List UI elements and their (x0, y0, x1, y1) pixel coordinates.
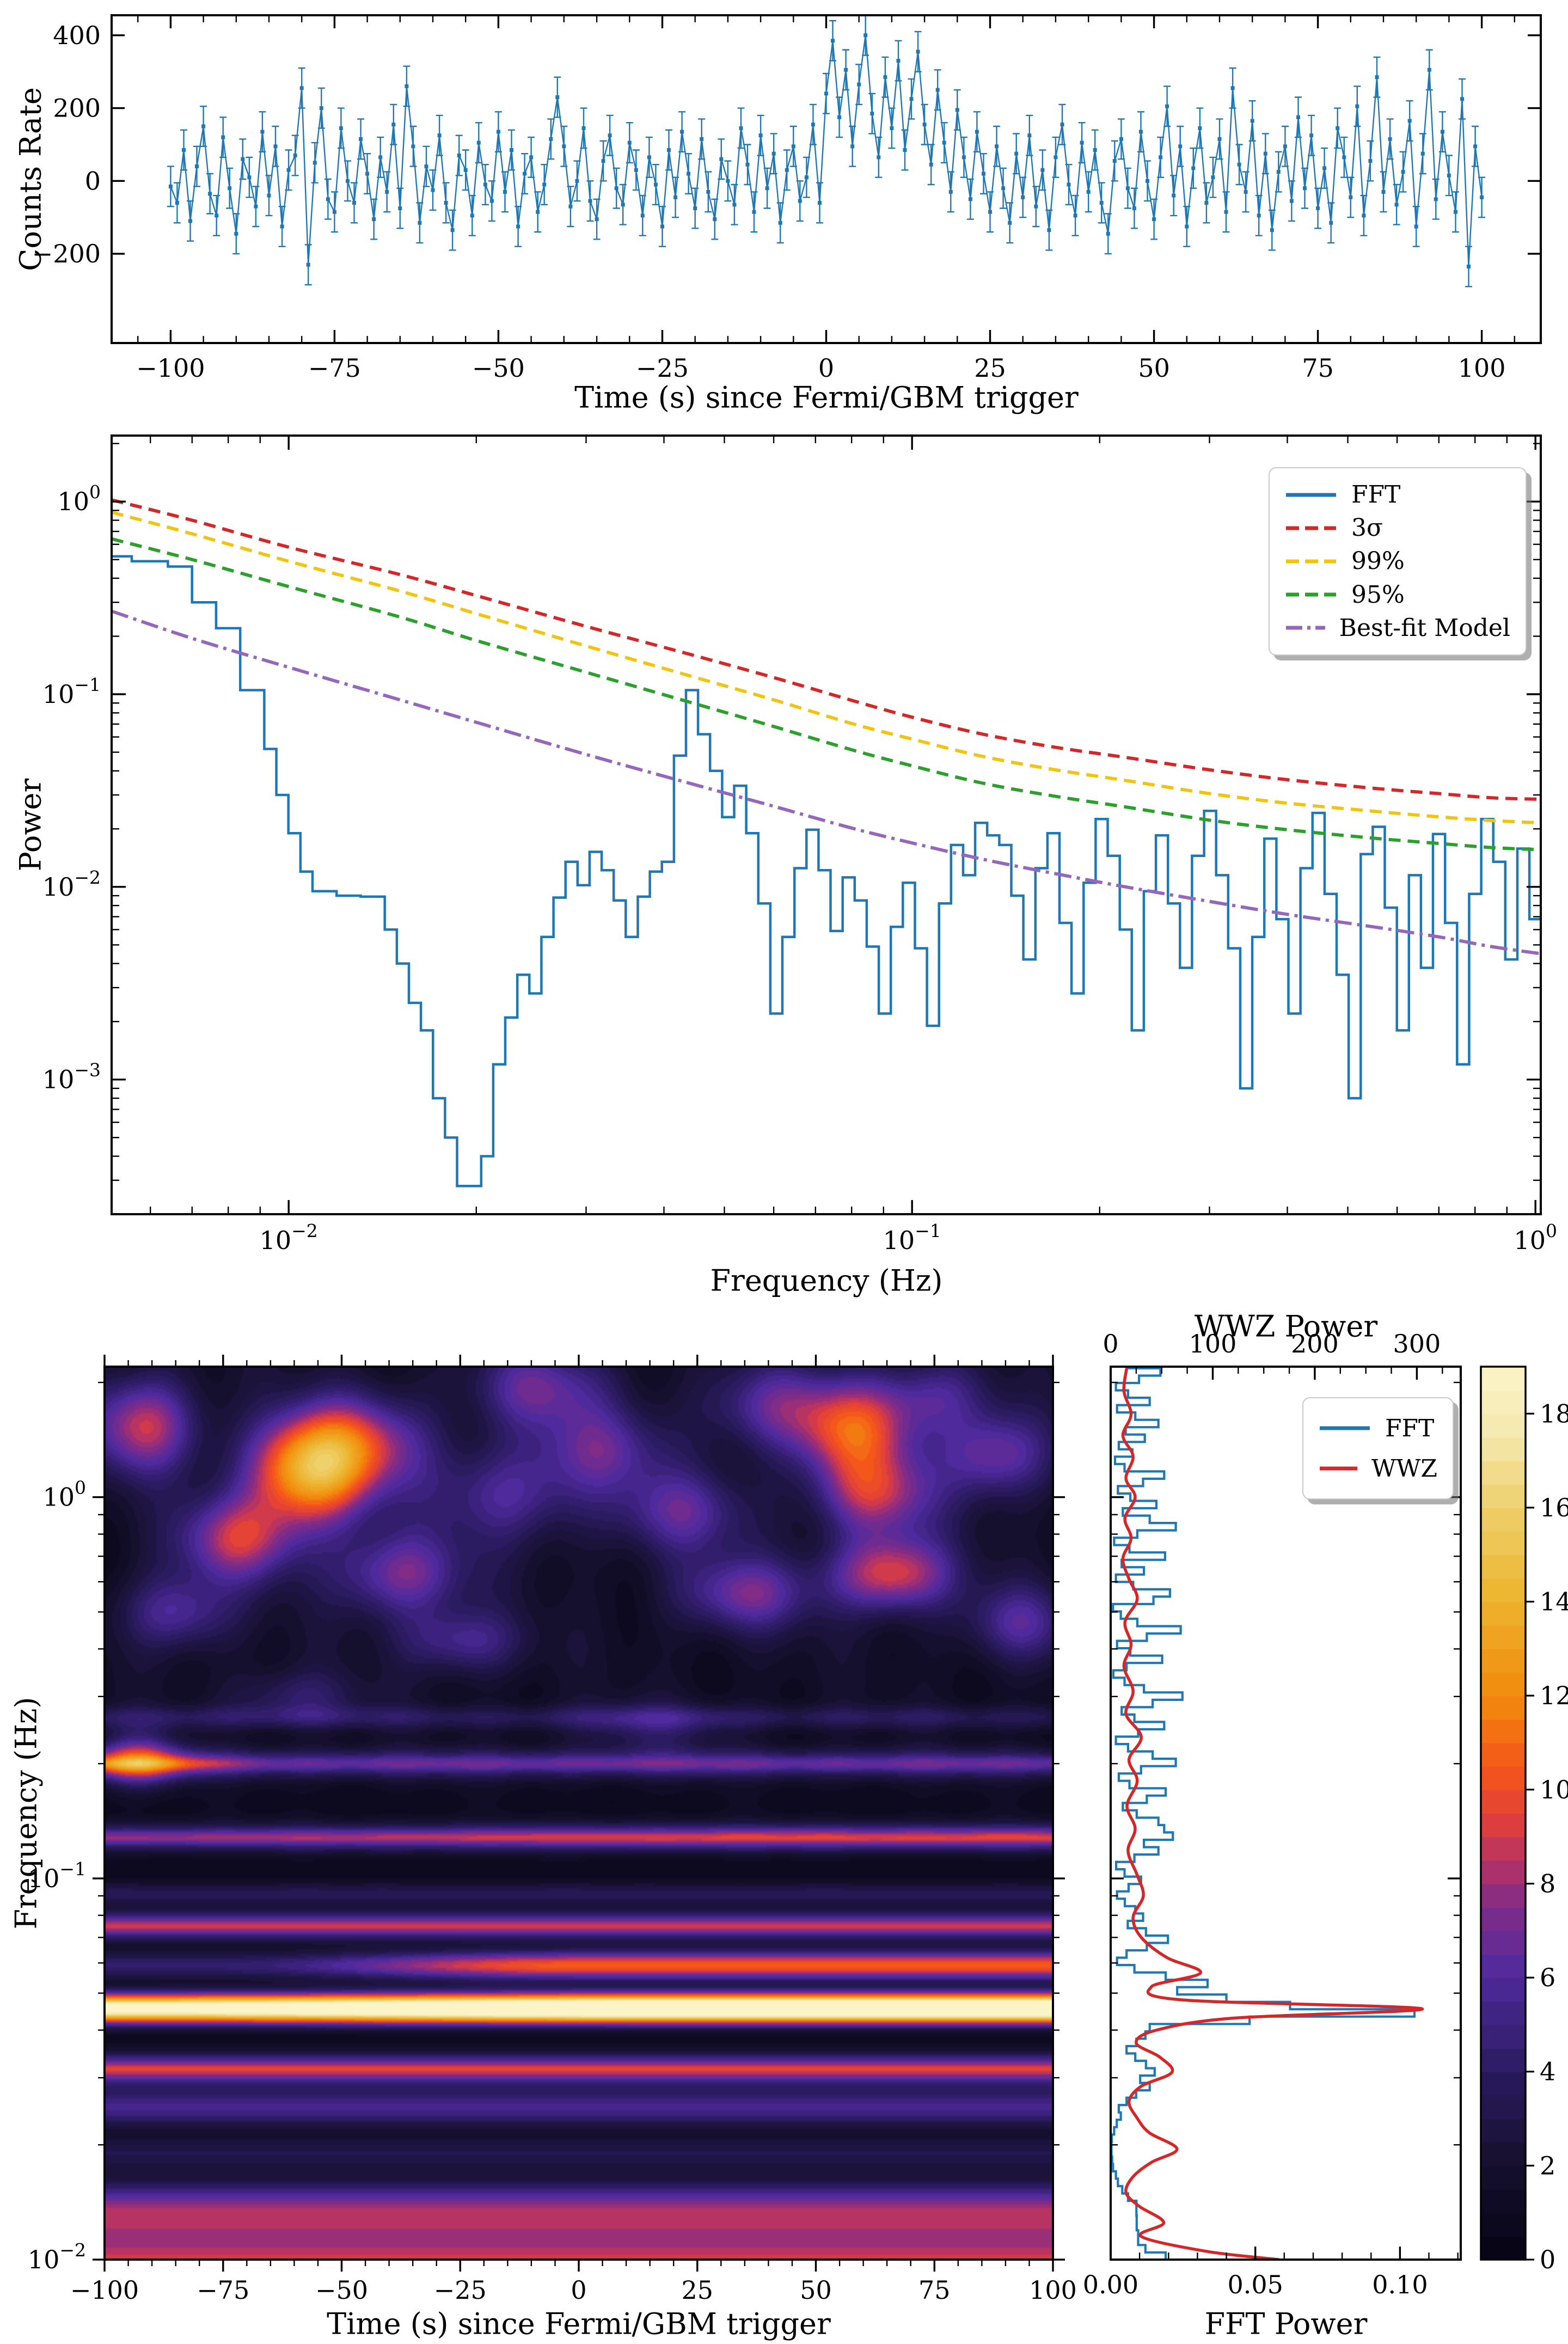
svg-text:−75: −75 (197, 2275, 249, 2305)
legend-entry-95: 95% (1285, 581, 1510, 609)
profiles-curves (1111, 1367, 1424, 2260)
svg-text:10−3: 10−3 (42, 1060, 101, 1094)
power-ylabel: Power (13, 778, 48, 872)
power-spectrum-curves (112, 498, 1541, 1188)
profiles-legend: FFT WWZ (1302, 1397, 1454, 1500)
legend-label-fft: FFT (1351, 481, 1401, 509)
svg-text:−100: −100 (136, 353, 205, 383)
svg-text:75: 75 (918, 2275, 951, 2305)
legend-line-sample-fft (1286, 493, 1336, 497)
legend-entry-model: Best-fit Model (1285, 614, 1510, 642)
svg-text:16: 16 (1540, 1493, 1568, 1522)
svg-text:10−1: 10−1 (42, 674, 101, 709)
svg-text:100: 100 (1029, 2275, 1077, 2305)
legend-label-model: Best-fit Model (1339, 614, 1510, 642)
svg-text:−200: −200 (32, 239, 101, 268)
svg-text:400: 400 (53, 21, 101, 50)
svg-text:0.00: 0.00 (1083, 2270, 1138, 2299)
legend-label-99: 99% (1351, 547, 1405, 576)
lightcurve-ylabel: Counts Rate (13, 87, 48, 271)
svg-text:200: 200 (1291, 1329, 1339, 1358)
wwz-power-label: WWZ Power (1194, 1309, 1378, 1344)
wwz-profile-curve (1121, 1367, 1424, 2260)
svg-text:−50: −50 (472, 353, 525, 383)
legend-label-3sigma: 3σ (1351, 514, 1383, 542)
svg-text:10−2: 10−2 (42, 867, 101, 902)
spectrogram-ylabel: Frequency (Hz) (9, 1697, 44, 1930)
svg-text:0: 0 (571, 2275, 586, 2305)
svg-text:100: 100 (42, 1477, 86, 1512)
lightcurve-data (167, 15, 1486, 287)
svg-text:100: 100 (57, 481, 101, 516)
svg-text:10−2: 10−2 (260, 1220, 318, 1255)
svg-text:0.10: 0.10 (1372, 2270, 1428, 2299)
svg-text:200: 200 (53, 94, 101, 123)
svg-text:0: 0 (85, 166, 101, 195)
svg-text:300: 300 (1393, 1329, 1441, 1358)
svg-text:50: 50 (1138, 353, 1170, 383)
legend-line-sample-3sigma (1286, 526, 1336, 530)
svg-text:0: 0 (1540, 2245, 1555, 2274)
svg-text:−50: −50 (315, 2275, 368, 2305)
svg-text:100: 100 (1189, 1329, 1237, 1358)
svg-text:−25: −25 (636, 353, 689, 383)
spectrogram-xlabel: Time (s) since Fermi/GBM trigger (327, 2306, 831, 2341)
svg-text:−25: −25 (434, 2275, 487, 2305)
profiles-panel: 0 100 200 300 0.00 0.05 0.10 (1083, 1329, 1462, 2299)
svg-text:12: 12 (1540, 1681, 1568, 1710)
legend-line-sample-wwz (1320, 1466, 1357, 1471)
svg-text:0: 0 (1102, 1329, 1118, 1358)
fft-curve (112, 555, 1541, 1188)
svg-text:0.05: 0.05 (1227, 2270, 1283, 2299)
svg-text:0: 0 (818, 353, 834, 383)
legend-entry-fft2: FFT (1319, 1415, 1437, 1442)
svg-text:25: 25 (682, 2275, 714, 2305)
fft-profile-curve (1111, 1367, 1416, 2260)
svg-text:25: 25 (974, 353, 1006, 383)
svg-text:10: 10 (1540, 1775, 1568, 1804)
legend-label-95: 95% (1351, 580, 1405, 609)
wwz-spectrogram-canvas (105, 1367, 1053, 2260)
svg-text:100: 100 (1458, 353, 1506, 383)
power-spectrum-panel: 10−2 10−1 100 10−3 10−2 10−1 100 (42, 434, 1557, 1255)
svg-text:50: 50 (800, 2275, 832, 2305)
svg-text:−100: −100 (70, 2275, 139, 2305)
legend-entry-99: 99% (1285, 547, 1510, 575)
power-xlabel: Frequency (Hz) (710, 1263, 943, 1298)
lightcurve-panel: −100 −75 −50 −25 0 25 50 75 100 400 200 0 −200 (32, 14, 1542, 383)
legend-entry-3sigma: 3σ (1285, 514, 1510, 542)
power-spectrum-legend: FFT 3σ 99% 95% Best-fit Model (1269, 467, 1527, 656)
legend-line-sample-99 (1286, 559, 1336, 564)
legend-line-sample-fft2 (1320, 1426, 1370, 1430)
svg-text:4: 4 (1540, 2057, 1555, 2086)
legend-entry-wwz: WWZ (1319, 1455, 1437, 1483)
spectrogram-axes: −100 −75 −50 −25 0 25 50 75 100 10−2 10−1 100 (28, 1355, 1077, 2305)
legend-entry-fft: FFT (1285, 481, 1510, 509)
legend-line-sample-model (1286, 626, 1325, 630)
svg-text:18: 18 (1540, 1399, 1568, 1428)
lightcurve-xlabel: Time (s) since Fermi/GBM trigger (574, 380, 1079, 415)
svg-text:10−1: 10−1 (28, 1858, 86, 1893)
svg-text:75: 75 (1302, 353, 1334, 383)
legend-label-wwz: WWZ (1371, 1454, 1437, 1483)
svg-text:2: 2 (1540, 2151, 1555, 2180)
svg-text:8: 8 (1540, 1869, 1555, 1899)
svg-text:−75: −75 (308, 353, 361, 383)
svg-text:14: 14 (1540, 1587, 1568, 1617)
legend-label-fft2: FFT (1385, 1414, 1435, 1442)
svg-text:6: 6 (1540, 1963, 1555, 1992)
fft-power-label: FFT Power (1204, 2306, 1368, 2341)
svg-text:10−1: 10−1 (883, 1220, 941, 1255)
svg-text:10−2: 10−2 (28, 2239, 86, 2274)
legend-line-sample-95 (1286, 592, 1336, 597)
colorbar: 18 16 14 12 10 8 6 4 2 0 (1480, 1366, 1568, 2274)
svg-text:100: 100 (1514, 1220, 1557, 1255)
